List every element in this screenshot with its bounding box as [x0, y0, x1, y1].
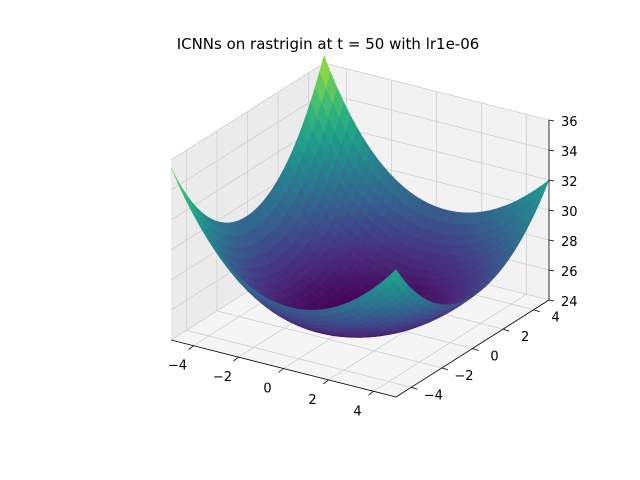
- z-tick-label: 26: [561, 265, 578, 280]
- x-tick: [323, 379, 329, 385]
- y-tick-label: 4: [552, 311, 560, 326]
- z-tick-label: 28: [561, 235, 578, 250]
- z-tick: [548, 179, 555, 182]
- z-tick-label: 34: [561, 145, 578, 160]
- y-tick: [441, 367, 449, 371]
- x-tick-label: 4: [353, 404, 361, 419]
- z-tick: [548, 269, 555, 272]
- x-tick-label: 0: [263, 382, 271, 397]
- y-tick-label: −2: [454, 369, 473, 384]
- y-tick-label: 0: [490, 350, 498, 365]
- y-tick: [533, 309, 540, 313]
- y-tick: [411, 386, 418, 390]
- x-tick-label: −4: [168, 359, 187, 374]
- chart-title: ICNNs on rastrigin at t = 50 with lr1e-0…: [177, 35, 480, 53]
- x-tick-label: −2: [213, 370, 232, 385]
- y-tick-label: −4: [424, 388, 443, 403]
- axes: [170, 119, 555, 398]
- z-tick-label: 36: [561, 115, 578, 130]
- x-tick: [368, 390, 374, 396]
- y-tick-label: 2: [521, 330, 529, 345]
- x-tick: [188, 345, 194, 351]
- z-tick: [548, 119, 555, 122]
- y-tick: [472, 348, 479, 351]
- z-tick-label: 30: [561, 205, 578, 220]
- x-tick: [278, 368, 284, 373]
- surface-mesh: [170, 54, 550, 338]
- z-tick: [548, 149, 555, 152]
- z-tick: [548, 239, 555, 242]
- z-tick: [548, 299, 555, 302]
- y-tick: [502, 328, 510, 332]
- x-tick-label: 2: [308, 393, 316, 408]
- x-tick: [233, 356, 239, 362]
- z-tick-label: 32: [561, 175, 578, 190]
- surface-patch: [389, 269, 401, 283]
- z-tick-label: 24: [561, 295, 578, 310]
- z-tick: [548, 209, 555, 212]
